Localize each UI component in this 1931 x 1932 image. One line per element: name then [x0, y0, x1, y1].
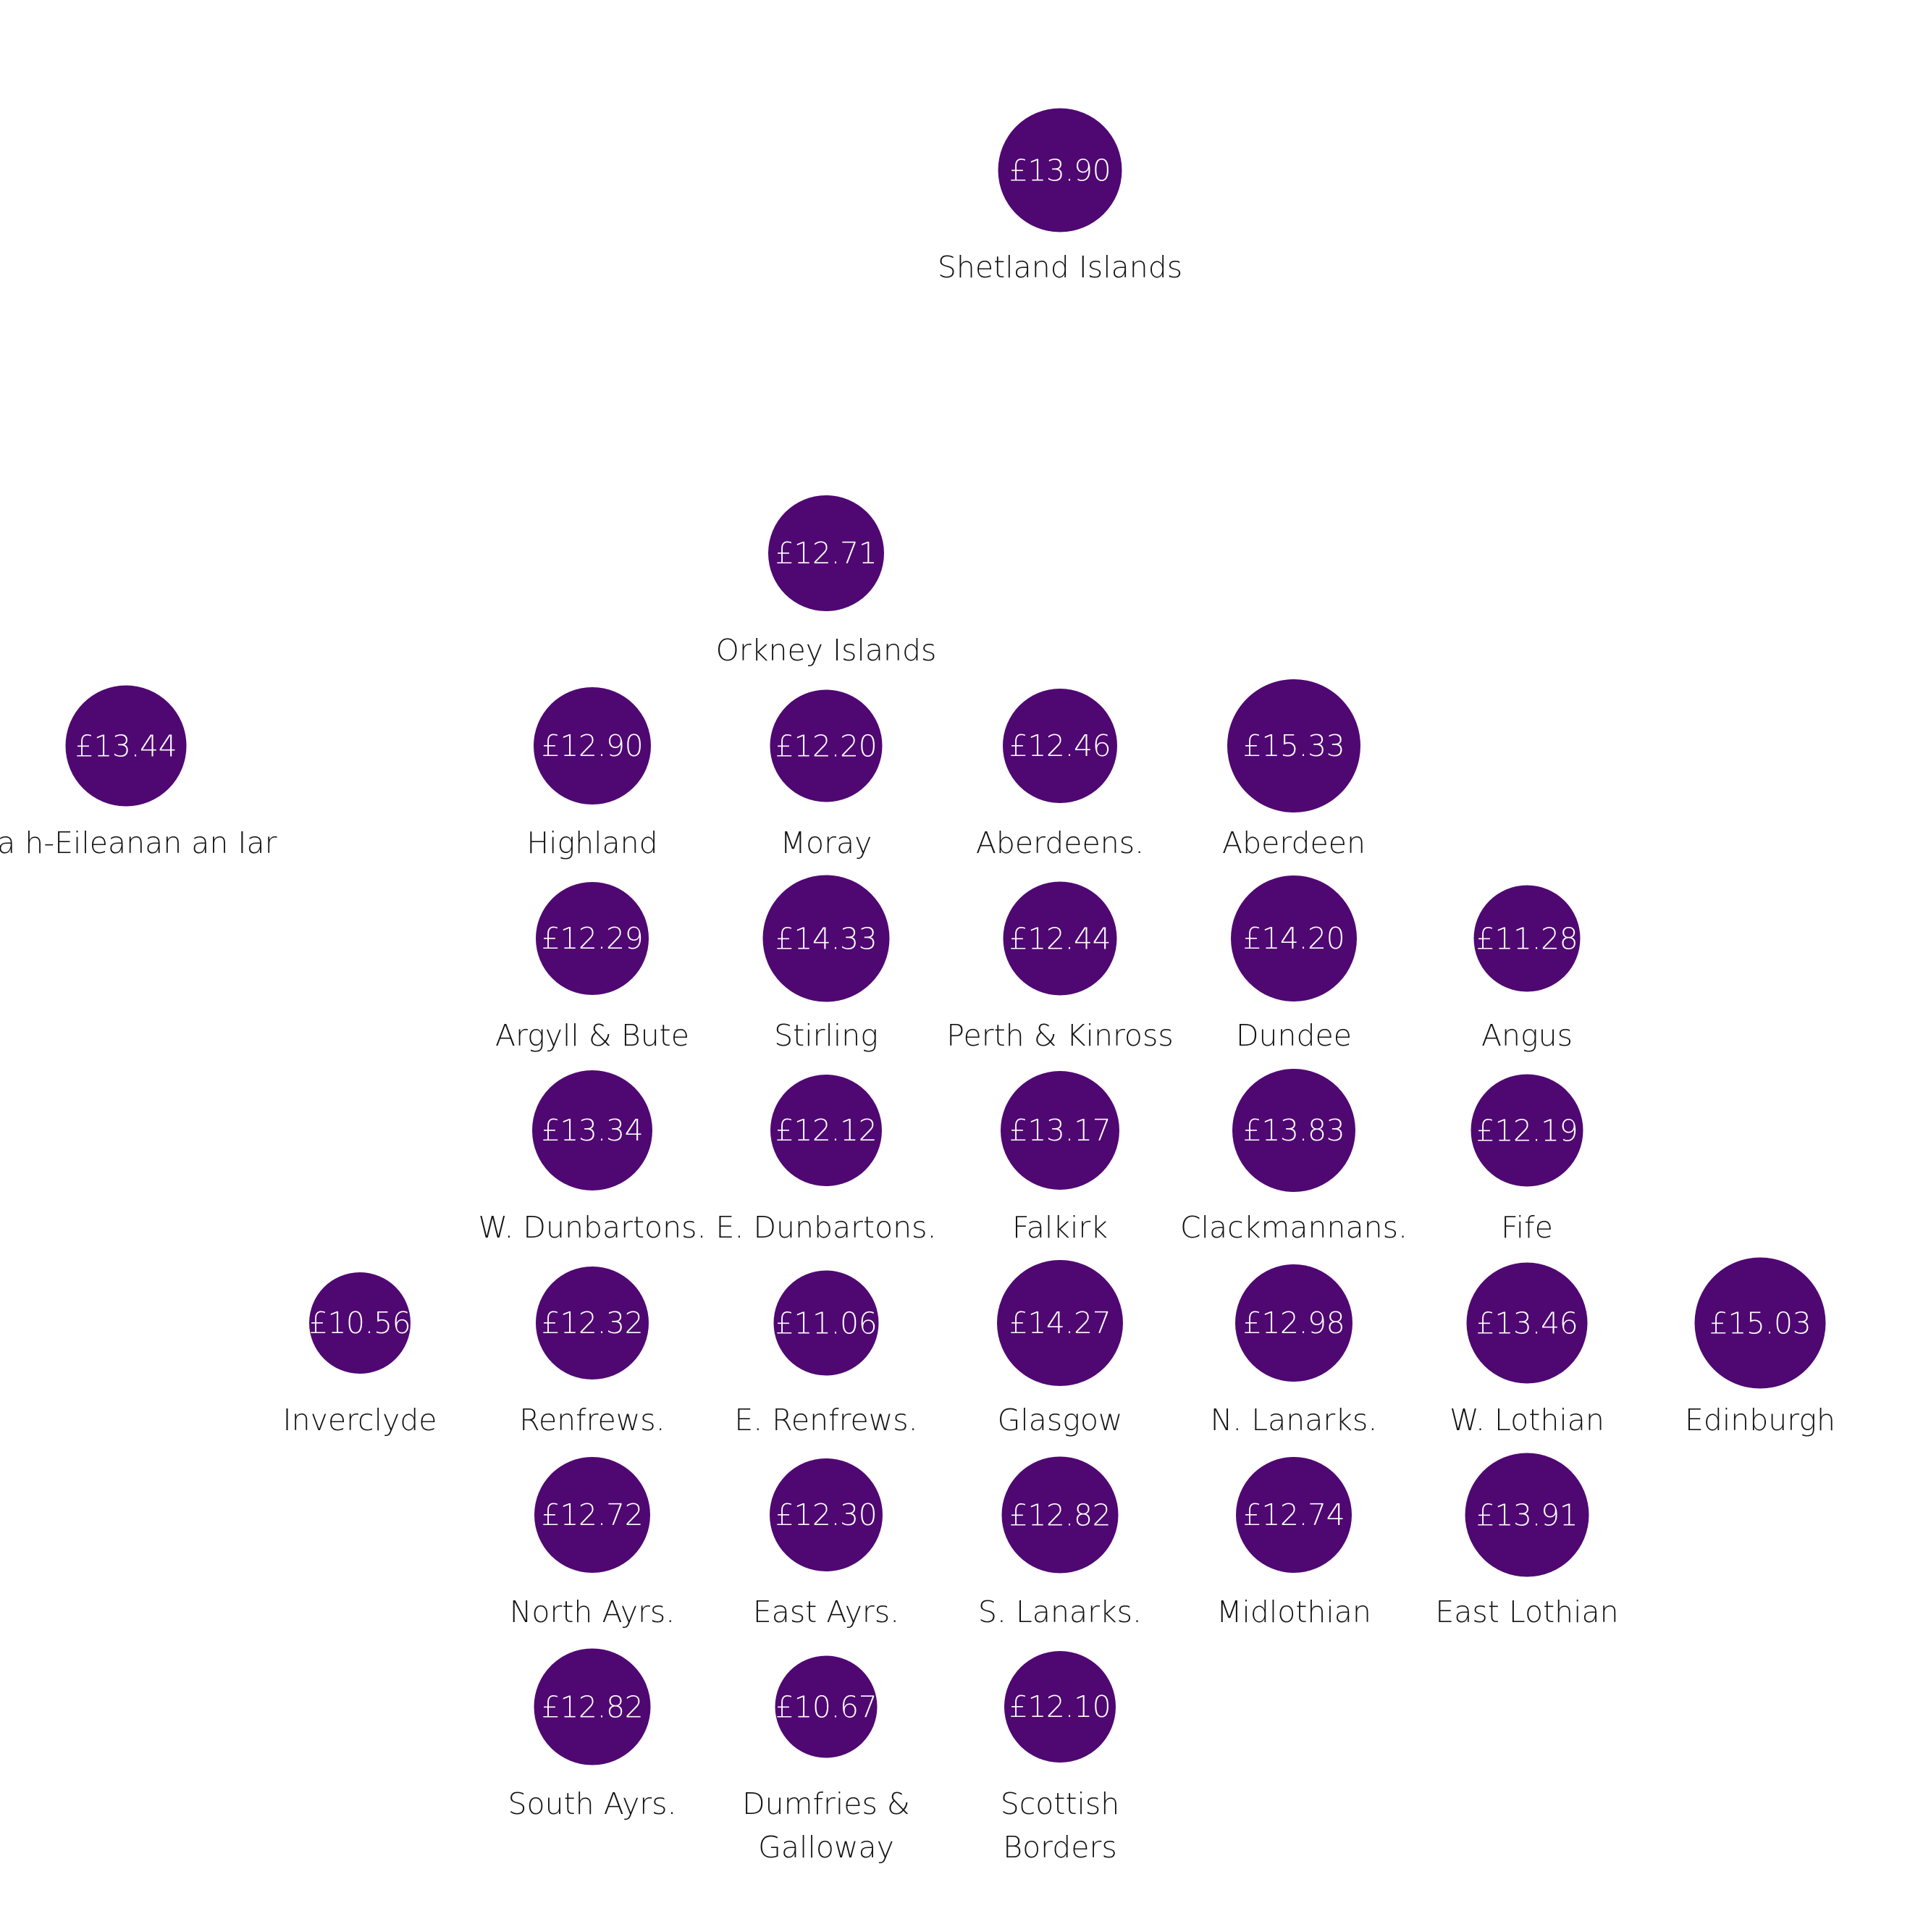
value-label: £12.20	[775, 728, 878, 763]
value-label: £14.27	[1009, 1306, 1111, 1340]
value-label: £13.91	[1476, 1498, 1578, 1532]
value-label: £12.29	[541, 921, 644, 956]
value-bubble: £13.46	[1466, 1262, 1588, 1384]
value-label: £12.98	[1242, 1306, 1345, 1340]
area-label: Dumfries & Galloway	[742, 1786, 910, 1865]
value-bubble: £15.33	[1227, 679, 1360, 812]
value-bubble: £11.06	[773, 1270, 879, 1376]
value-bubble: £12.19	[1471, 1074, 1583, 1187]
value-label: £11.28	[1476, 921, 1578, 956]
area-label: Renfrews.	[519, 1403, 665, 1437]
value-label: £10.67	[775, 1689, 878, 1724]
area-label: Falkirk	[1011, 1210, 1108, 1245]
value-label: £12.44	[1009, 921, 1111, 956]
value-bubble: £13.34	[532, 1070, 652, 1190]
value-bubble: £13.90	[998, 108, 1122, 232]
value-label: £12.82	[541, 1689, 644, 1724]
area-label: Clackmannans.	[1180, 1210, 1408, 1245]
area-label: Orkney Islands	[715, 633, 937, 668]
area-label: Dundee	[1235, 1018, 1352, 1053]
area-label: Shetland Islands	[937, 250, 1183, 285]
value-label: £12.71	[775, 536, 878, 571]
value-bubble: £11.28	[1473, 885, 1581, 992]
value-label: £14.33	[775, 921, 878, 956]
value-bubble: £13.91	[1465, 1453, 1589, 1577]
value-label: £12.32	[541, 1306, 644, 1340]
value-label: £12.10	[1009, 1689, 1111, 1724]
area-label: Fife	[1501, 1210, 1553, 1245]
value-bubble: £13.17	[1001, 1071, 1119, 1190]
value-bubble: £14.33	[762, 875, 890, 1002]
area-label: Aberdeens.	[975, 826, 1145, 860]
value-label: £12.19	[1476, 1113, 1578, 1148]
value-label: £13.44	[75, 728, 177, 763]
area-label: S. Lanarks.	[977, 1595, 1143, 1629]
value-bubble: £13.83	[1232, 1069, 1355, 1192]
area-label: Scottish Borders	[1000, 1786, 1120, 1865]
area-label: South Ayrs.	[508, 1786, 677, 1821]
area-label: Moray	[780, 826, 872, 860]
value-label: £12.46	[1009, 728, 1111, 763]
area-label: Argyll & Bute	[495, 1018, 689, 1053]
area-label: Edinburgh	[1684, 1403, 1836, 1437]
value-label: £11.06	[775, 1306, 878, 1340]
area-label: Highland	[526, 826, 658, 860]
area-label: Midlothian	[1216, 1595, 1371, 1629]
value-bubble: £12.82	[534, 1648, 651, 1765]
value-bubble: £12.30	[770, 1458, 883, 1571]
value-bubble: £12.32	[536, 1267, 649, 1379]
area-label: East Lothian	[1435, 1595, 1619, 1629]
area-label: W. Lothian	[1450, 1403, 1604, 1437]
value-label: £14.20	[1242, 921, 1345, 956]
area-label: E. Dunbartons.	[715, 1210, 937, 1245]
value-bubble: £12.72	[534, 1457, 650, 1573]
value-bubble: £12.71	[768, 495, 884, 611]
area-label: North Ayrs.	[509, 1595, 676, 1629]
area-label: E. Renfrews.	[734, 1403, 918, 1437]
value-label: £13.83	[1242, 1113, 1345, 1148]
value-bubble: £12.44	[1003, 881, 1117, 996]
area-label: Inverclyde	[282, 1403, 437, 1437]
value-label: £12.74	[1242, 1498, 1345, 1532]
value-bubble: £12.90	[534, 687, 651, 805]
value-bubble: £12.12	[770, 1075, 882, 1186]
value-label: £12.30	[775, 1498, 878, 1532]
value-bubble: £14.20	[1231, 875, 1357, 1001]
value-label: £12.90	[541, 728, 644, 763]
value-bubble: £12.10	[1004, 1651, 1116, 1763]
value-bubble: £12.29	[536, 882, 649, 995]
area-label: Aberdeen	[1222, 826, 1366, 860]
value-bubble: £10.67	[775, 1655, 878, 1758]
value-label: £12.12	[775, 1113, 878, 1148]
area-label: East Ayrs.	[752, 1595, 900, 1629]
value-bubble: £14.27	[997, 1260, 1123, 1386]
area-label: Glasgow	[997, 1403, 1123, 1437]
area-label: N. Lanarks.	[1210, 1403, 1378, 1437]
value-label: £13.46	[1476, 1306, 1578, 1340]
value-label: £15.33	[1242, 728, 1345, 763]
value-label: £12.72	[541, 1498, 644, 1532]
value-label: £13.17	[1009, 1113, 1111, 1148]
value-label: £12.82	[1009, 1498, 1111, 1532]
area-label: Na h-Eileanan an Iar	[0, 826, 277, 860]
value-bubble: £10.56	[309, 1272, 411, 1374]
value-bubble: £12.82	[1001, 1456, 1119, 1574]
area-label: W. Dunbartons.	[478, 1210, 707, 1245]
value-label: £13.34	[541, 1113, 644, 1148]
value-bubble: £12.20	[770, 689, 883, 802]
area-label: Perth & Kinross	[946, 1018, 1174, 1053]
value-bubble: £12.74	[1236, 1457, 1352, 1573]
value-label: £15.03	[1709, 1306, 1812, 1340]
area-label: Stirling	[774, 1018, 878, 1053]
value-bubble: £15.03	[1694, 1257, 1826, 1389]
value-bubble: £12.46	[1003, 689, 1117, 803]
value-label: £13.90	[1009, 153, 1111, 188]
value-bubble: £12.98	[1235, 1264, 1352, 1382]
area-label: Angus	[1481, 1018, 1573, 1053]
value-bubble: £13.44	[65, 685, 187, 807]
value-label: £10.56	[308, 1306, 411, 1340]
